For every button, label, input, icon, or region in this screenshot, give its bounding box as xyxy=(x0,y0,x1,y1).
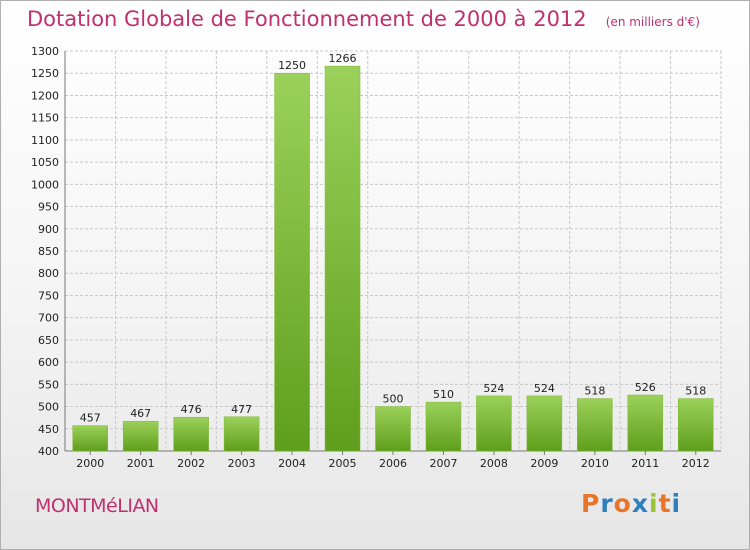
logo-letter: r xyxy=(600,489,614,518)
x-tick-label: 2007 xyxy=(429,457,457,470)
chart-title-block: Dotation Globale de Fonctionnement de 20… xyxy=(27,7,700,31)
bar-value-label: 477 xyxy=(231,403,252,416)
y-tick-label: 550 xyxy=(38,378,59,391)
y-tick-label: 400 xyxy=(38,445,59,458)
x-tick-label: 2008 xyxy=(480,457,508,470)
x-tick-label: 2000 xyxy=(76,457,104,470)
bar xyxy=(425,401,462,452)
y-tick-label: 800 xyxy=(38,267,59,280)
bar-value-label: 457 xyxy=(80,412,101,425)
y-tick-label: 1000 xyxy=(31,178,59,191)
bar xyxy=(678,398,714,452)
y-tick-label: 700 xyxy=(38,312,59,325)
y-tick-label: 750 xyxy=(38,289,59,302)
bar-value-label: 524 xyxy=(483,382,504,395)
bar xyxy=(577,398,613,452)
y-tick-label: 950 xyxy=(38,201,59,214)
y-tick-label: 650 xyxy=(38,334,59,347)
y-tick-label: 600 xyxy=(38,356,59,369)
bar-value-label: 524 xyxy=(534,382,555,395)
bar xyxy=(72,425,108,452)
chart-title: Dotation Globale de Fonctionnement de 20… xyxy=(27,7,587,31)
bar-value-label: 500 xyxy=(383,393,404,406)
bar xyxy=(324,65,361,452)
logo-letter: o xyxy=(613,489,632,518)
x-tick-label: 2010 xyxy=(581,457,609,470)
bar xyxy=(122,420,159,452)
bar-value-label: 518 xyxy=(584,385,605,398)
x-tick-label: 2009 xyxy=(530,457,558,470)
x-tick-label: 2003 xyxy=(228,457,256,470)
logo-letter: i xyxy=(649,489,659,518)
bar-value-label: 467 xyxy=(130,407,151,420)
commune-name: MONTMéLIAN xyxy=(35,495,159,517)
bar xyxy=(476,395,512,452)
x-tick-label: 2011 xyxy=(631,457,659,470)
bar xyxy=(526,395,563,452)
y-tick-label: 1150 xyxy=(31,112,59,125)
logo-letter: i xyxy=(671,489,682,518)
y-tick-label: 900 xyxy=(38,223,59,236)
bar xyxy=(375,406,411,452)
y-tick-label: 1050 xyxy=(31,156,59,169)
bar-value-label: 1266 xyxy=(329,52,357,65)
bar-value-label: 1250 xyxy=(278,59,306,72)
x-tick-label: 2002 xyxy=(177,457,205,470)
y-tick-label: 1300 xyxy=(31,45,59,58)
bar-value-label: 518 xyxy=(685,385,706,398)
bar xyxy=(173,416,209,452)
bar-value-label: 526 xyxy=(635,381,656,394)
y-tick-label: 850 xyxy=(38,245,59,258)
bar xyxy=(274,72,310,452)
bar xyxy=(627,394,664,452)
x-tick-label: 2006 xyxy=(379,457,407,470)
y-tick-label: 450 xyxy=(38,423,59,436)
y-tick-label: 1100 xyxy=(31,134,59,147)
x-tick-label: 2004 xyxy=(278,457,306,470)
proxiti-logo[interactable]: Proxiti xyxy=(581,489,681,518)
x-tick-label: 2005 xyxy=(329,457,357,470)
x-tick-label: 2012 xyxy=(682,457,710,470)
bar-value-label: 510 xyxy=(433,388,454,401)
bar-value-label: 476 xyxy=(181,403,202,416)
y-tick-label: 1250 xyxy=(31,67,59,80)
x-tick-label: 2001 xyxy=(127,457,155,470)
y-tick-label: 1200 xyxy=(31,89,59,102)
bar xyxy=(223,416,260,452)
logo-letter: t xyxy=(658,489,672,518)
chart-unit: (en milliers d'€) xyxy=(605,15,700,29)
y-tick-label: 500 xyxy=(38,401,59,414)
logo-letter: x xyxy=(631,489,649,518)
logo-letter: P xyxy=(581,489,601,518)
